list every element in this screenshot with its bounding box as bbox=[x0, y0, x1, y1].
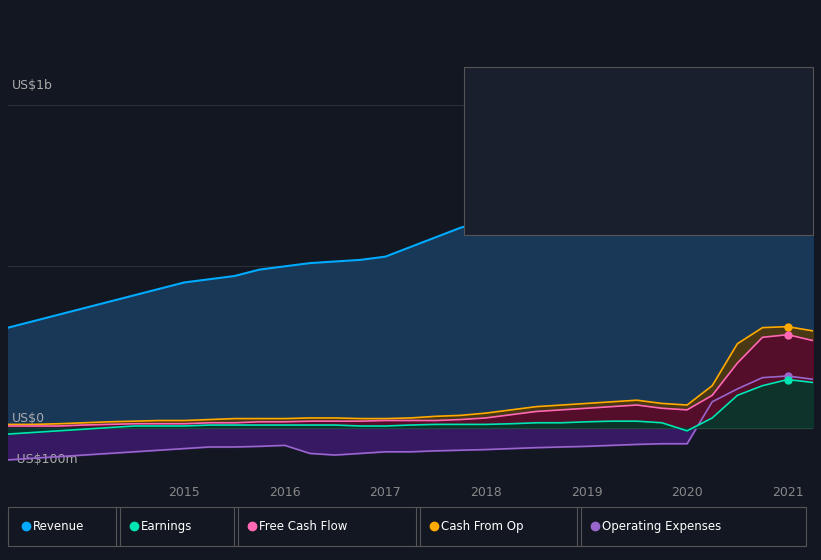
Text: Revenue: Revenue bbox=[33, 520, 85, 533]
Text: -US$100m: -US$100m bbox=[12, 454, 78, 466]
Text: /yr: /yr bbox=[765, 185, 783, 195]
Text: US$149.430m: US$149.430m bbox=[639, 124, 726, 134]
Text: Earnings: Earnings bbox=[140, 520, 192, 533]
Text: Mar 31 2021: Mar 31 2021 bbox=[475, 74, 567, 87]
Text: /yr: /yr bbox=[765, 97, 783, 108]
Text: /yr: /yr bbox=[765, 124, 783, 134]
Text: US$946.722m: US$946.722m bbox=[639, 97, 726, 108]
Text: Earnings: Earnings bbox=[475, 124, 523, 134]
Text: /yr: /yr bbox=[765, 161, 783, 171]
Text: /yr: /yr bbox=[765, 208, 783, 218]
Text: US$313.884m: US$313.884m bbox=[639, 185, 725, 195]
Text: US$1b: US$1b bbox=[12, 79, 53, 92]
Text: US$160.612m: US$160.612m bbox=[639, 208, 726, 218]
Text: Free Cash Flow: Free Cash Flow bbox=[475, 161, 558, 171]
Text: US$288.373m: US$288.373m bbox=[639, 161, 725, 171]
Text: Operating Expenses: Operating Expenses bbox=[602, 520, 721, 533]
Text: Cash From Op: Cash From Op bbox=[475, 185, 553, 195]
Text: Free Cash Flow: Free Cash Flow bbox=[259, 520, 347, 533]
Text: Revenue: Revenue bbox=[475, 97, 523, 108]
Text: profit margin: profit margin bbox=[668, 148, 744, 158]
Text: US$0: US$0 bbox=[12, 412, 45, 425]
Text: 15.8%: 15.8% bbox=[639, 148, 677, 158]
Text: Cash From Op: Cash From Op bbox=[441, 520, 523, 533]
Text: Operating Expenses: Operating Expenses bbox=[475, 208, 587, 218]
